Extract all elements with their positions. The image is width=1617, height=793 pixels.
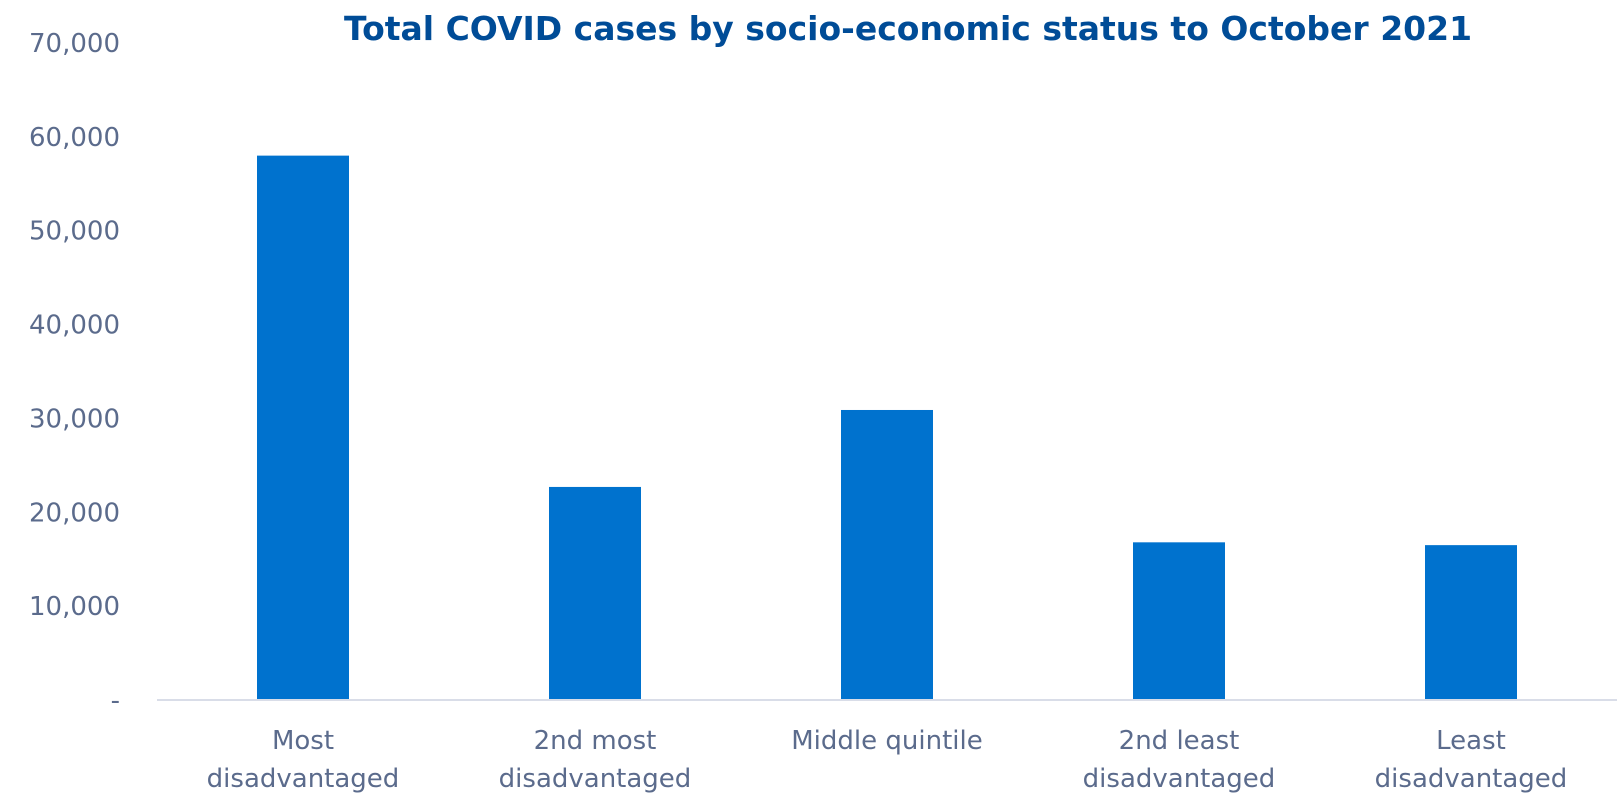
y-tick-label: 20,000 bbox=[29, 498, 120, 528]
x-axis-labels: Most disadvantaged 2nd most disadvantaged Mi… bbox=[207, 726, 1568, 793]
bar bbox=[257, 155, 349, 701]
bar bbox=[1133, 542, 1225, 700]
bar bbox=[549, 486, 641, 700]
y-tick-label: 40,000 bbox=[29, 311, 120, 341]
x-tick-label-line: disadvantaged bbox=[1375, 764, 1568, 793]
x-tick-label-line: disadvantaged bbox=[1083, 764, 1276, 793]
bar bbox=[841, 409, 933, 700]
x-tick-label: Middle quintile bbox=[791, 726, 982, 756]
x-tick-label-line: 2nd least bbox=[1119, 726, 1240, 756]
y-tick-label: 60,000 bbox=[29, 123, 120, 153]
x-tick-label: Most disadvantaged bbox=[207, 726, 400, 793]
chart-title: Total COVID cases by socio-economic stat… bbox=[344, 9, 1472, 48]
x-tick-label-line: Least bbox=[1436, 726, 1506, 756]
bar bbox=[1425, 545, 1517, 700]
x-tick-label-line: Most bbox=[272, 726, 334, 756]
bars bbox=[257, 155, 1517, 701]
y-tick-label: - bbox=[111, 686, 120, 716]
x-tick-label: Least disadvantaged bbox=[1375, 726, 1568, 793]
y-tick-label: 70,000 bbox=[29, 29, 120, 59]
x-tick-label: 2nd most disadvantaged bbox=[499, 726, 692, 793]
y-tick-label: 30,000 bbox=[29, 404, 120, 434]
x-tick-label-line: disadvantaged bbox=[207, 764, 400, 793]
x-tick-label: 2nd least disadvantaged bbox=[1083, 726, 1276, 793]
x-tick-label-line: Middle quintile bbox=[791, 726, 982, 756]
y-tick-label: 10,000 bbox=[29, 592, 120, 622]
y-tick-label: 50,000 bbox=[29, 217, 120, 247]
x-tick-label-line: 2nd most bbox=[534, 726, 657, 756]
y-axis-ticks: - 10,000 20,000 30,000 40,000 50,000 60,000 70,… bbox=[29, 29, 120, 716]
x-tick-label-line: disadvantaged bbox=[499, 764, 692, 793]
